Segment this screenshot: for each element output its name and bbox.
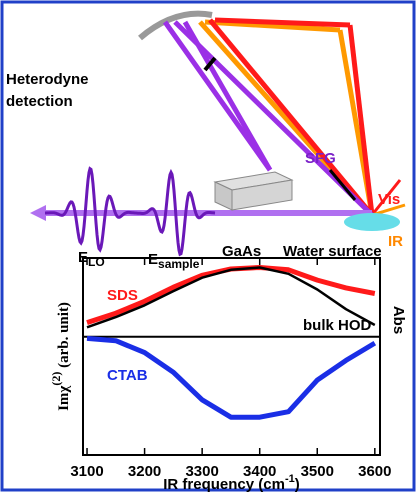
heterodyne-label: Heterodyne <box>6 71 89 88</box>
x-tick-label: 3400 <box>243 463 276 480</box>
x-tick-label: 3300 <box>185 463 218 480</box>
series-line <box>86 266 376 329</box>
esample-label: Esample <box>148 251 200 271</box>
diagram: Heterodyne detection ELO Esample GaAs Wa… <box>6 10 406 271</box>
gaas-block <box>213 171 294 211</box>
text: sample <box>158 257 200 271</box>
text: (2) <box>49 372 63 386</box>
x-tick-label: 3500 <box>301 463 334 480</box>
gaas-label: GaAs <box>222 243 261 260</box>
text: ) <box>295 476 300 493</box>
text: Imχ <box>56 385 72 411</box>
series-label: CTAB <box>107 367 148 384</box>
series-label: bulk HOD <box>303 317 372 334</box>
y-axis-label: Imχ(2) (arb. unit) <box>49 302 72 411</box>
water-surface <box>344 213 400 231</box>
x-tick-label: 3100 <box>70 463 103 480</box>
series-label: SDS <box>107 287 138 304</box>
heterodyne-label: detection <box>6 93 73 110</box>
vis-label: Vis <box>378 191 400 208</box>
sfg-label: SFG <box>305 150 336 167</box>
chart: 3100 3200 3300 3400 3500 3600 SDS bulk HOD CTAB I… <box>49 257 407 493</box>
mirror <box>138 10 213 41</box>
text: -1 <box>285 473 295 485</box>
x-axis-label: IR frequency (cm-1) <box>163 473 299 493</box>
y2-axis-label: Abs <box>390 306 407 334</box>
text: IR frequency (cm <box>163 476 285 493</box>
text: (arb. unit) <box>56 302 72 372</box>
plot-frame <box>82 257 381 456</box>
series-line <box>86 335 377 420</box>
wavepacket <box>45 166 216 257</box>
text: E <box>148 251 158 268</box>
water-label: Water surface <box>283 243 382 260</box>
x-tick-label: 3600 <box>358 463 391 480</box>
x-tick-label: 3200 <box>128 463 161 480</box>
ir-label: IR <box>388 233 403 250</box>
